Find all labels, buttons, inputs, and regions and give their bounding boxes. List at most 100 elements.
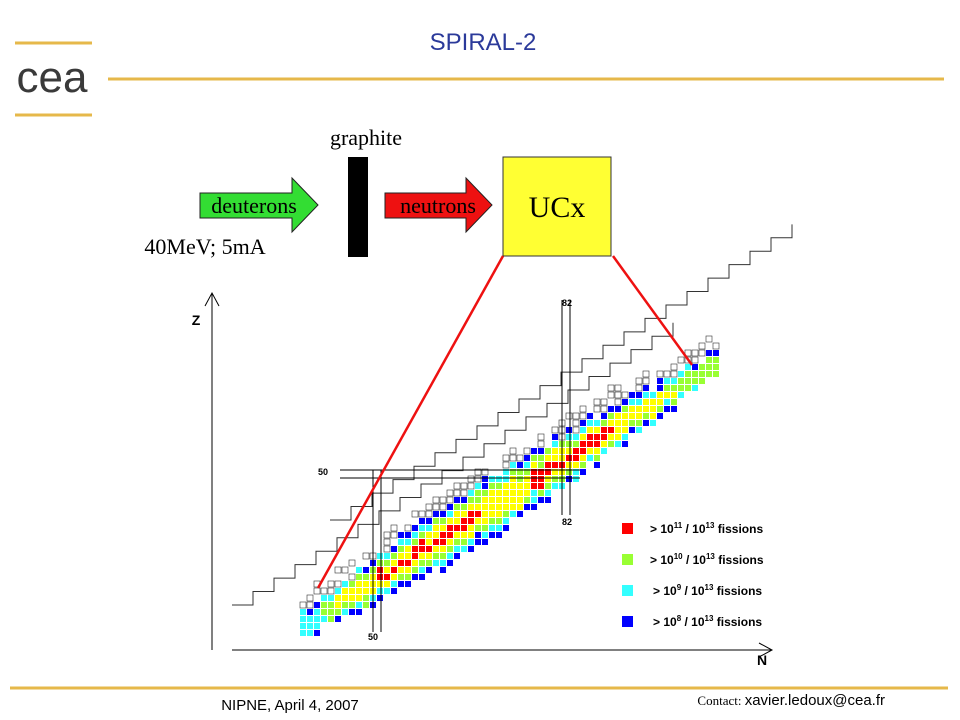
nuclide-cell — [482, 539, 488, 545]
legend-swatch — [622, 616, 633, 627]
nuclide-cell — [391, 546, 397, 552]
nuclide-cell — [412, 539, 418, 545]
nuclide-cell — [426, 553, 432, 559]
nuclide-cell — [622, 434, 628, 440]
nuclide-cell — [580, 462, 586, 468]
nuclide-cell — [503, 511, 509, 517]
nuclide-cell — [657, 392, 663, 398]
nuclide-cell — [398, 574, 404, 580]
nuclide-cell — [503, 490, 509, 496]
nuclide-cell — [601, 441, 607, 447]
nuclide-cell — [692, 378, 698, 384]
nuclide-cell — [426, 560, 432, 566]
nuclide-cell — [538, 497, 544, 503]
nuclide-cell — [475, 511, 481, 517]
footer-contact: Contact: xavier.ledoux@cea.fr — [697, 692, 885, 709]
nuclide-cell — [328, 595, 334, 601]
nuclide-cell — [650, 392, 656, 398]
legend-text: / 10 — [681, 584, 705, 598]
nuclide-cell — [405, 581, 411, 587]
magic-label: 50 — [318, 467, 328, 477]
nuclide-cell — [461, 504, 467, 510]
nuclide-cell — [572, 419, 580, 427]
nuclide-cell — [411, 510, 419, 518]
nuclide-cell — [656, 370, 664, 378]
nuclide-cell — [510, 462, 516, 468]
nuclide-cell — [523, 447, 531, 455]
nuclide-cell — [517, 511, 523, 517]
nuclide-cell — [510, 490, 516, 496]
nuclide-cell — [642, 377, 650, 385]
nuclide-cell — [412, 567, 418, 573]
nuclide-cell — [601, 420, 607, 426]
nuclide-cell — [419, 532, 425, 538]
nuclide-cell — [524, 490, 530, 496]
nuclide-cell — [447, 504, 453, 510]
nuclide-cell — [384, 553, 390, 559]
drip-line — [232, 322, 674, 606]
nuclide-cell — [405, 567, 411, 573]
nuclide-cell — [356, 567, 362, 573]
nuclide-cell — [377, 574, 383, 580]
nuclide-cell — [446, 496, 454, 504]
nuclide-cell — [335, 588, 341, 594]
nuclide-cell — [482, 497, 488, 503]
nuclide-cell — [636, 399, 642, 405]
legend-text: / 10 — [682, 522, 706, 536]
nuclide-cell — [475, 483, 481, 489]
superscript: 13 — [706, 521, 715, 530]
nuclide-cell — [643, 413, 649, 419]
nuclide-cell — [342, 588, 348, 594]
nuclide-cell — [482, 490, 488, 496]
nuclide-cell — [636, 427, 642, 433]
nuclide-cell — [510, 476, 516, 482]
nuclide-cell — [461, 518, 467, 524]
nuclide-cell — [468, 539, 474, 545]
nuclide-cell — [468, 504, 474, 510]
nuclide-cell — [594, 455, 600, 461]
nuclide-cell — [391, 560, 397, 566]
nuclide-cell — [398, 546, 404, 552]
nuclide-cell — [482, 511, 488, 517]
deuteron-arrow — [199, 176, 319, 234]
nuclide-cell — [510, 497, 516, 503]
nuclide-cell — [643, 420, 649, 426]
nuclide-cell — [712, 342, 720, 350]
nuclide-cell — [635, 377, 643, 385]
legend-text: fissions — [714, 522, 763, 536]
nuclide-cell — [657, 399, 663, 405]
nuclide-cell — [706, 357, 712, 363]
nuclide-cell — [342, 595, 348, 601]
nuclide-cell — [692, 364, 698, 370]
nuclide-cell — [517, 462, 523, 468]
nuclide-cell — [320, 587, 328, 595]
nuclide-cell — [440, 546, 446, 552]
legend-label: > 109 / 1013 fissions — [653, 583, 762, 598]
nuclide-cell — [573, 476, 579, 482]
nuclide-cell — [573, 469, 579, 475]
nuclide-cell — [362, 552, 370, 560]
nuclide-cell — [300, 623, 306, 629]
nuclide-cell — [614, 398, 622, 406]
nuclide-cell — [446, 489, 454, 497]
nuclide-cell — [349, 595, 355, 601]
nuclide-cell — [433, 518, 439, 524]
nuclide-cell — [440, 560, 446, 566]
nuclide-cell — [594, 462, 600, 468]
nuclide-cell — [313, 587, 321, 595]
legend-swatch — [622, 523, 633, 534]
nuclide-cell — [398, 553, 404, 559]
target-label: UCx — [529, 191, 586, 224]
nuclide-cell — [307, 609, 313, 615]
superscript: 13 — [705, 614, 714, 623]
nuclide-cell — [552, 483, 558, 489]
nuclide-cell — [600, 398, 608, 406]
nuclide-cell — [433, 546, 439, 552]
legend-text: > 10 — [653, 584, 677, 598]
nuclide-cell — [685, 371, 691, 377]
nuclide-cell — [713, 371, 719, 377]
nuclide-cell — [566, 455, 572, 461]
